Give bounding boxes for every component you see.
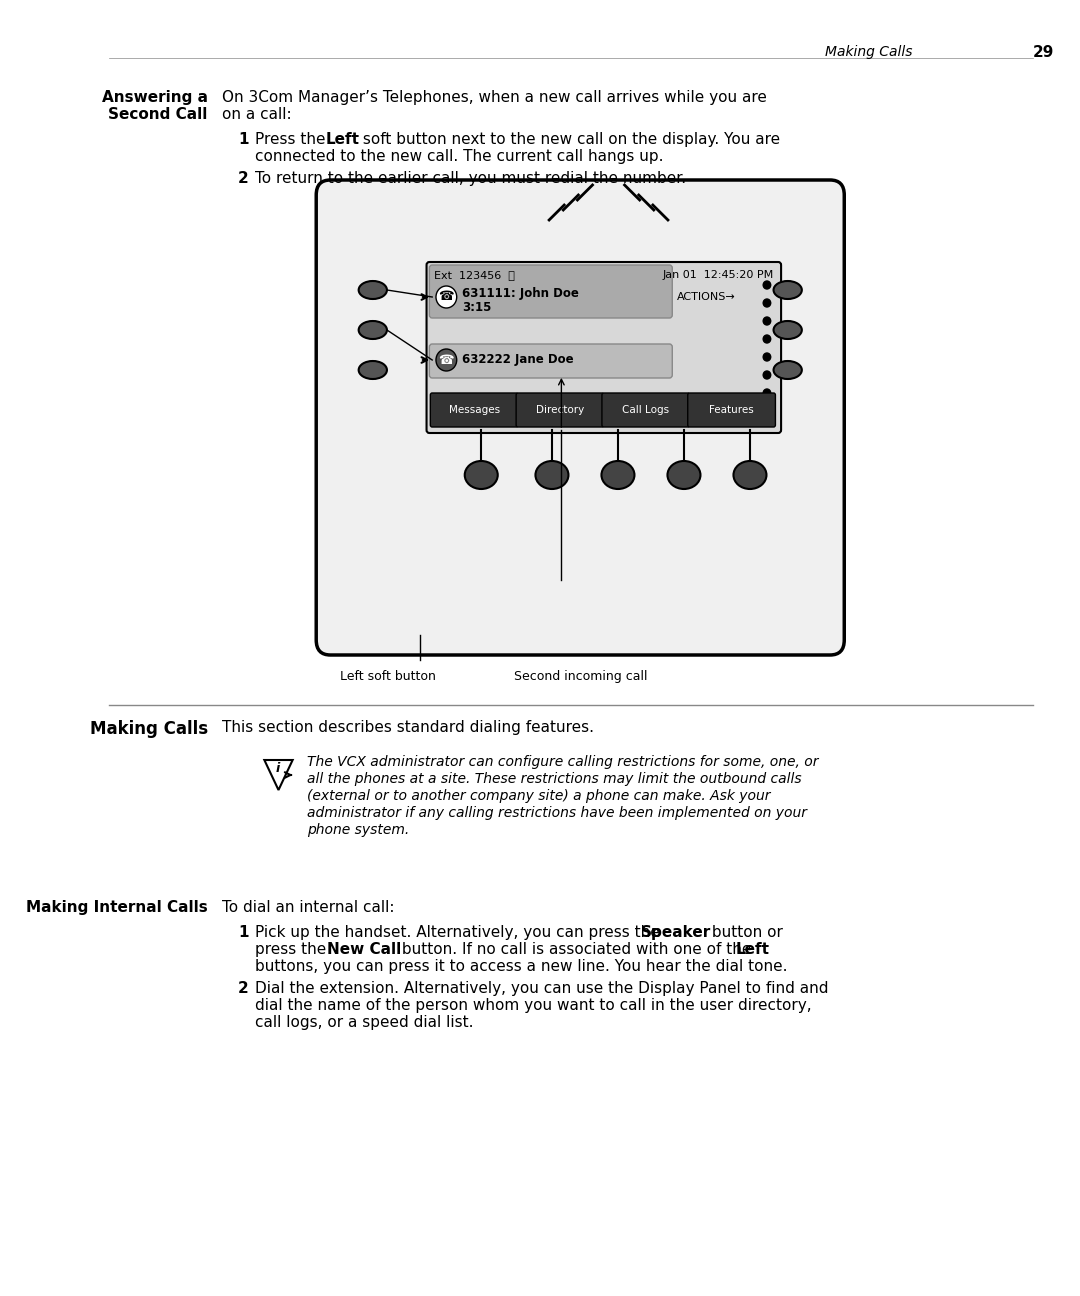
- Text: administrator if any calling restrictions have been implemented on your: administrator if any calling restriction…: [307, 806, 807, 820]
- Text: 3:15: 3:15: [462, 301, 491, 314]
- Circle shape: [764, 334, 771, 343]
- Circle shape: [764, 318, 771, 325]
- Ellipse shape: [667, 461, 701, 489]
- Text: on a call:: on a call:: [221, 108, 292, 122]
- Text: i: i: [275, 762, 280, 775]
- Text: Directory: Directory: [536, 404, 584, 415]
- Text: 1: 1: [238, 132, 248, 146]
- FancyBboxPatch shape: [316, 180, 845, 654]
- Text: This section describes standard dialing features.: This section describes standard dialing …: [221, 721, 594, 735]
- Text: Left: Left: [326, 132, 360, 146]
- Text: Second incoming call: Second incoming call: [514, 670, 648, 683]
- FancyBboxPatch shape: [430, 343, 672, 378]
- Text: (external or to another company site) a phone can make. Ask your: (external or to another company site) a …: [307, 789, 770, 804]
- Polygon shape: [265, 759, 293, 791]
- Text: ACTIONS→: ACTIONS→: [677, 292, 735, 302]
- Text: 631111: John Doe: 631111: John Doe: [462, 286, 579, 299]
- FancyBboxPatch shape: [427, 262, 781, 433]
- Text: Pick up the handset. Alternatively, you can press the: Pick up the handset. Alternatively, you …: [255, 925, 664, 940]
- Text: ☎: ☎: [438, 354, 455, 367]
- Text: Making Calls: Making Calls: [825, 45, 913, 60]
- Text: Dial the extension. Alternatively, you can use the Display Panel to find and: Dial the extension. Alternatively, you c…: [255, 981, 828, 997]
- Text: dial the name of the person whom you want to call in the user directory,: dial the name of the person whom you wan…: [255, 998, 811, 1013]
- Circle shape: [764, 299, 771, 307]
- Text: Making Internal Calls: Making Internal Calls: [26, 899, 207, 915]
- Text: soft button next to the new call on the display. You are: soft button next to the new call on the …: [359, 132, 780, 146]
- FancyBboxPatch shape: [688, 393, 775, 426]
- Text: 2: 2: [238, 171, 248, 187]
- Text: 632222 Jane Doe: 632222 Jane Doe: [462, 353, 573, 365]
- Ellipse shape: [773, 321, 801, 340]
- Text: Ext  123456  ͨ: Ext 123456 ͨ: [434, 270, 515, 280]
- Circle shape: [764, 371, 771, 378]
- Circle shape: [764, 353, 771, 362]
- Text: Left soft button: Left soft button: [340, 670, 435, 683]
- Text: Making Calls: Making Calls: [90, 721, 207, 737]
- Ellipse shape: [436, 286, 457, 308]
- FancyBboxPatch shape: [516, 393, 604, 426]
- Circle shape: [764, 389, 771, 397]
- Text: Press the: Press the: [255, 132, 330, 146]
- Text: Second Call: Second Call: [108, 108, 207, 122]
- Text: Speaker: Speaker: [642, 925, 712, 940]
- Text: Messages: Messages: [448, 404, 500, 415]
- Ellipse shape: [359, 321, 387, 340]
- Text: phone system.: phone system.: [307, 823, 409, 837]
- Ellipse shape: [733, 461, 767, 489]
- Ellipse shape: [773, 281, 801, 299]
- Text: call logs, or a speed dial list.: call logs, or a speed dial list.: [255, 1015, 473, 1030]
- Text: button or: button or: [707, 925, 783, 940]
- Ellipse shape: [602, 461, 634, 489]
- Text: all the phones at a site. These restrictions may limit the outbound calls: all the phones at a site. These restrict…: [307, 772, 801, 785]
- FancyBboxPatch shape: [602, 393, 690, 426]
- Circle shape: [764, 281, 771, 289]
- Ellipse shape: [359, 362, 387, 378]
- Text: Features: Features: [710, 404, 754, 415]
- Ellipse shape: [773, 362, 801, 378]
- Text: buttons, you can press it to access a new line. You hear the dial tone.: buttons, you can press it to access a ne…: [255, 959, 787, 975]
- Text: Answering a: Answering a: [102, 89, 207, 105]
- Text: To return to the earlier call, you must redial the number.: To return to the earlier call, you must …: [255, 171, 686, 187]
- Ellipse shape: [436, 349, 457, 371]
- Text: ☎: ☎: [438, 290, 455, 303]
- Text: On 3Com Manager’s Telephones, when a new call arrives while you are: On 3Com Manager’s Telephones, when a new…: [221, 89, 767, 105]
- Ellipse shape: [464, 461, 498, 489]
- Ellipse shape: [536, 461, 568, 489]
- Text: The VCX administrator can configure calling restrictions for some, one, or: The VCX administrator can configure call…: [307, 756, 819, 769]
- Text: Call Logs: Call Logs: [622, 404, 670, 415]
- Text: press the: press the: [255, 942, 332, 956]
- Text: button. If no call is associated with one of the: button. If no call is associated with on…: [396, 942, 756, 956]
- Text: connected to the new call. The current call hangs up.: connected to the new call. The current c…: [255, 149, 663, 165]
- FancyBboxPatch shape: [430, 393, 518, 426]
- Text: To dial an internal call:: To dial an internal call:: [221, 899, 394, 915]
- Text: 29: 29: [1032, 45, 1054, 60]
- Ellipse shape: [552, 222, 608, 238]
- Text: 2: 2: [238, 981, 248, 997]
- Text: 1: 1: [238, 925, 248, 940]
- Text: Jan 01  12:45:20 PM: Jan 01 12:45:20 PM: [662, 270, 773, 280]
- FancyBboxPatch shape: [430, 264, 672, 318]
- Circle shape: [764, 407, 771, 415]
- Text: New Call: New Call: [327, 942, 401, 956]
- Text: Left: Left: [735, 942, 769, 956]
- Ellipse shape: [359, 281, 387, 299]
